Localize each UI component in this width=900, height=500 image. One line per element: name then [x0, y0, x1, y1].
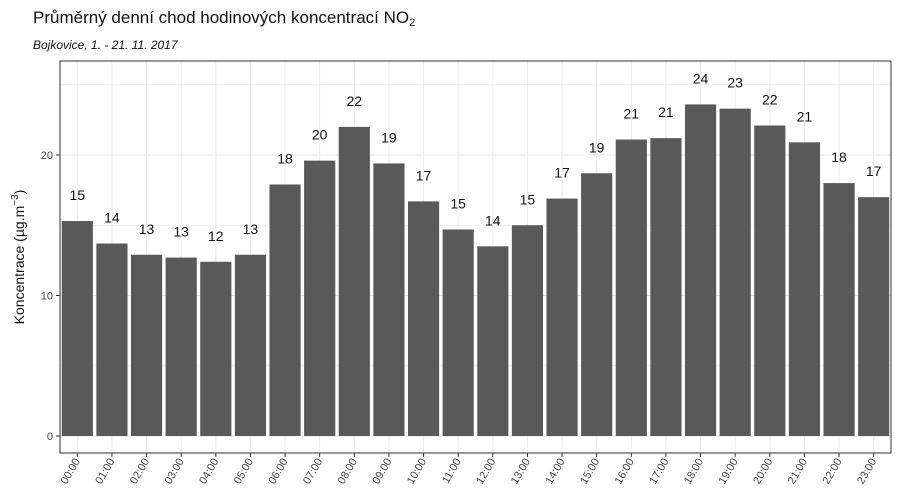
- bar-13:00: [511, 225, 544, 436]
- x-tick-label: 06:00: [267, 457, 291, 487]
- bar-17:00: [650, 138, 682, 436]
- data-label: 15: [520, 191, 536, 207]
- data-label: 15: [450, 195, 466, 211]
- data-label: 21: [797, 108, 813, 124]
- data-label: 14: [485, 212, 501, 228]
- bar-15:00: [581, 173, 613, 436]
- data-label: 21: [658, 104, 674, 120]
- panel-border: [59, 60, 892, 454]
- bar-01:00: [96, 243, 128, 436]
- data-label: 15: [70, 187, 86, 203]
- data-label: 19: [381, 129, 397, 145]
- x-tick-label: 05:00: [232, 457, 256, 487]
- data-label: 13: [139, 221, 155, 237]
- y-tick-label: 10: [41, 291, 53, 303]
- y-tick-label: 0: [47, 431, 53, 443]
- bar-11:00: [442, 229, 474, 436]
- bar-18:00: [684, 104, 717, 437]
- bar-07:00: [304, 160, 336, 436]
- bar-20:00: [754, 125, 786, 437]
- data-label: 13: [243, 221, 259, 237]
- x-tick-label: 20:00: [751, 457, 775, 487]
- x-tick-label: 16:00: [613, 457, 637, 487]
- bar-14:00: [546, 198, 578, 436]
- bar-09:00: [373, 163, 405, 436]
- bar-23:00: [858, 197, 890, 436]
- y-axis-title: Koncentrace (µg.m−3): [10, 190, 27, 325]
- x-tick-label: 21:00: [786, 457, 810, 487]
- x-tick-label: 09:00: [370, 457, 394, 487]
- x-tick-label: 12:00: [474, 457, 498, 487]
- data-label: 18: [277, 151, 293, 167]
- data-label: 19: [589, 139, 605, 155]
- x-tick-label: 14:00: [544, 457, 568, 487]
- bar-02:00: [130, 254, 163, 436]
- x-tick-label: 23:00: [855, 457, 879, 487]
- x-tick-label: 03:00: [163, 457, 187, 487]
- x-tick-label: 15:00: [578, 457, 602, 487]
- bar-06:00: [269, 184, 301, 436]
- x-tick-label: 01:00: [93, 457, 117, 487]
- data-label: 22: [762, 91, 778, 107]
- x-tick-label: 07:00: [301, 457, 325, 487]
- bar-12:00: [477, 246, 509, 436]
- data-label: 21: [624, 106, 640, 122]
- bar-05:00: [234, 254, 267, 436]
- bar-03:00: [165, 257, 197, 436]
- chart-title: Průměrný denní chod hodinových koncentra…: [33, 8, 416, 29]
- x-tick-label: 13:00: [509, 457, 533, 487]
- title-subscript: 2: [409, 17, 416, 29]
- x-tick-label: 10:00: [405, 457, 429, 487]
- data-label: 13: [173, 224, 189, 240]
- bar-00:00: [61, 221, 93, 436]
- x-tick-label: 19:00: [717, 457, 741, 487]
- x-tick-label: 18:00: [682, 457, 706, 487]
- x-tick-label: 04:00: [197, 457, 221, 487]
- data-label: 17: [866, 163, 882, 179]
- x-tick-label: 22:00: [821, 457, 845, 487]
- data-label: 24: [693, 70, 709, 86]
- data-label: 22: [347, 93, 363, 109]
- bar-16:00: [615, 139, 647, 437]
- bar-21:00: [788, 142, 821, 437]
- bar-04:00: [200, 261, 232, 436]
- y-tick-label: 20: [41, 150, 53, 162]
- x-tick-label: 08:00: [336, 457, 360, 487]
- data-label: 17: [416, 167, 432, 183]
- x-tick-label: 11:00: [440, 457, 464, 486]
- bar-08:00: [338, 126, 370, 437]
- bar-19:00: [719, 108, 751, 436]
- data-label: 20: [312, 127, 328, 143]
- x-tick-label: 17:00: [647, 457, 671, 487]
- bar-10:00: [407, 201, 440, 436]
- chart-subtitle: Bojkovice, 1. - 21. 11. 2017: [33, 38, 178, 52]
- data-label: 12: [208, 228, 224, 244]
- bar-22:00: [823, 183, 855, 436]
- x-tick-label: 02:00: [128, 457, 152, 487]
- data-label: 17: [554, 165, 570, 181]
- data-label: 14: [104, 210, 120, 226]
- data-label: 18: [831, 149, 847, 165]
- data-label: 23: [727, 75, 743, 91]
- x-tick-label: 00:00: [59, 457, 83, 487]
